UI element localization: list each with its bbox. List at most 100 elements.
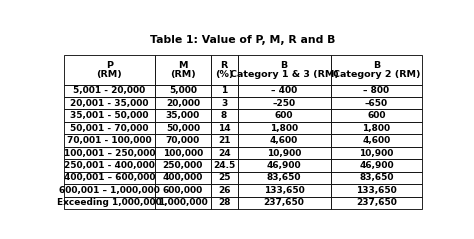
Text: 20,001 - 35,000: 20,001 - 35,000 — [70, 99, 149, 108]
Text: 237,650: 237,650 — [264, 198, 305, 207]
Bar — [64, 134, 155, 147]
Text: 100,001 – 250,000: 100,001 – 250,000 — [64, 148, 155, 158]
Text: 1,800: 1,800 — [363, 124, 391, 133]
Text: 28: 28 — [218, 198, 230, 207]
Text: 1,800: 1,800 — [270, 124, 298, 133]
Bar — [155, 97, 210, 109]
Bar — [331, 97, 422, 109]
Bar — [210, 122, 237, 134]
Text: 250,000: 250,000 — [163, 161, 203, 170]
Text: 83,650: 83,650 — [359, 174, 394, 182]
Bar — [155, 122, 210, 134]
Text: 250,001 - 400,000: 250,001 - 400,000 — [64, 161, 155, 170]
Text: 3: 3 — [221, 99, 227, 108]
Text: 46,900: 46,900 — [359, 161, 394, 170]
Text: 10,900: 10,900 — [359, 148, 394, 158]
Text: P: P — [106, 61, 113, 71]
Bar — [237, 122, 331, 134]
Text: 133,650: 133,650 — [356, 186, 397, 195]
Text: 21: 21 — [218, 136, 230, 145]
Text: 24: 24 — [218, 148, 230, 158]
Bar — [64, 55, 155, 85]
Bar — [237, 85, 331, 97]
Text: Category 1 & 3 (RM): Category 1 & 3 (RM) — [230, 70, 338, 78]
Text: R: R — [220, 61, 228, 71]
Text: 133,650: 133,650 — [264, 186, 304, 195]
Text: 10,900: 10,900 — [267, 148, 301, 158]
Bar — [331, 197, 422, 209]
Bar — [210, 172, 237, 184]
Bar — [64, 147, 155, 159]
Text: B: B — [373, 61, 380, 71]
Bar — [237, 172, 331, 184]
Bar — [155, 197, 210, 209]
Text: –250: –250 — [273, 99, 296, 108]
Bar — [210, 55, 237, 85]
Bar — [155, 159, 210, 172]
Text: 25: 25 — [218, 174, 230, 182]
Text: 14: 14 — [218, 124, 230, 133]
Text: (RM): (RM) — [170, 70, 196, 78]
Bar — [155, 134, 210, 147]
Bar — [331, 172, 422, 184]
Text: 600: 600 — [275, 111, 293, 120]
Bar — [155, 172, 210, 184]
Text: 50,001 - 70,000: 50,001 - 70,000 — [70, 124, 149, 133]
Text: (%): (%) — [215, 70, 233, 78]
Text: 83,650: 83,650 — [267, 174, 301, 182]
Text: 70,000: 70,000 — [166, 136, 200, 145]
Text: 400,001 – 600,000: 400,001 – 600,000 — [64, 174, 155, 182]
Text: (RM): (RM) — [97, 70, 122, 78]
Bar — [331, 85, 422, 97]
Text: 35,001 - 50,000: 35,001 - 50,000 — [70, 111, 149, 120]
Bar — [64, 197, 155, 209]
Text: –650: –650 — [365, 99, 388, 108]
Text: B: B — [281, 61, 288, 71]
Text: 400,000: 400,000 — [163, 174, 203, 182]
Bar — [210, 197, 237, 209]
Bar — [331, 109, 422, 122]
Bar — [64, 122, 155, 134]
Text: 20,000: 20,000 — [166, 99, 200, 108]
Text: Table 1: Value of P, M, R and B: Table 1: Value of P, M, R and B — [150, 35, 336, 45]
Text: 46,900: 46,900 — [267, 161, 301, 170]
Bar — [331, 159, 422, 172]
Bar — [331, 122, 422, 134]
Bar — [210, 184, 237, 197]
Bar — [210, 147, 237, 159]
Bar — [64, 184, 155, 197]
Text: 4,600: 4,600 — [270, 136, 298, 145]
Text: 600,001 – 1,000,000: 600,001 – 1,000,000 — [59, 186, 160, 195]
Text: 4,600: 4,600 — [362, 136, 391, 145]
Bar — [237, 97, 331, 109]
Text: 50,000: 50,000 — [166, 124, 200, 133]
Bar — [237, 134, 331, 147]
Bar — [237, 159, 331, 172]
Text: 5,000: 5,000 — [169, 86, 197, 95]
Text: 600,000: 600,000 — [163, 186, 203, 195]
Text: 1: 1 — [221, 86, 227, 95]
Bar — [210, 134, 237, 147]
Bar — [331, 55, 422, 85]
Bar — [210, 159, 237, 172]
Bar — [155, 109, 210, 122]
Bar — [237, 147, 331, 159]
Text: 600: 600 — [367, 111, 386, 120]
Bar — [210, 97, 237, 109]
Bar — [210, 109, 237, 122]
Text: Exceeding 1,000,000: Exceeding 1,000,000 — [57, 198, 162, 207]
Text: 237,650: 237,650 — [356, 198, 397, 207]
Bar — [331, 147, 422, 159]
Text: 5,001 - 20,000: 5,001 - 20,000 — [73, 86, 146, 95]
Bar — [64, 159, 155, 172]
Bar — [155, 184, 210, 197]
Text: 8: 8 — [221, 111, 227, 120]
Text: 24.5: 24.5 — [213, 161, 235, 170]
Bar — [64, 172, 155, 184]
Bar — [237, 197, 331, 209]
Text: 70,001 - 100,000: 70,001 - 100,000 — [67, 136, 152, 145]
Bar — [210, 85, 237, 97]
Bar — [331, 134, 422, 147]
Bar — [64, 85, 155, 97]
Bar — [237, 109, 331, 122]
